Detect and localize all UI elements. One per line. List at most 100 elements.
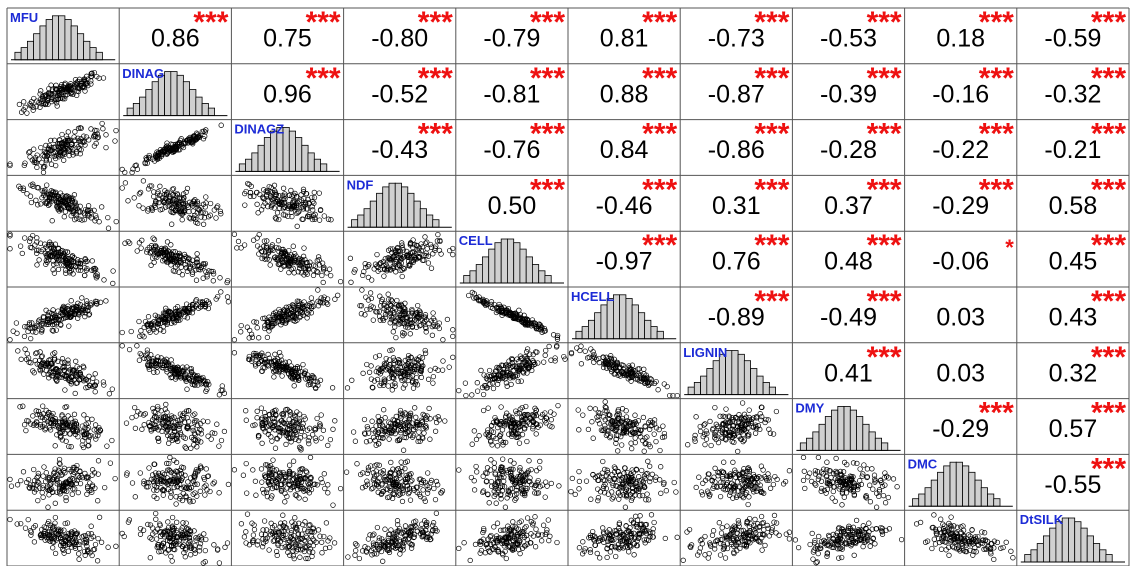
scatter-point	[63, 494, 69, 501]
scatter-point	[77, 260, 84, 267]
scatter-point	[428, 265, 435, 271]
scatter-point	[273, 244, 280, 251]
scatter-point	[707, 418, 713, 425]
significance-stars: ***	[1091, 173, 1126, 206]
scatter-point	[31, 466, 37, 473]
scatter-point	[75, 209, 82, 215]
scatter-point	[24, 110, 30, 116]
scatter-point	[303, 191, 310, 197]
scatter-point	[75, 80, 81, 87]
scatter-point	[224, 294, 231, 300]
scatter-point	[92, 218, 98, 224]
cell-hcell-ndf	[357, 287, 456, 343]
scatter-point	[422, 234, 428, 240]
scatter-point	[151, 193, 157, 200]
scatter-point	[272, 445, 279, 451]
scatter-point	[29, 245, 35, 251]
cell-hcell-cell	[466, 289, 561, 342]
scatter-point	[80, 438, 86, 444]
scatter-point	[350, 429, 357, 435]
scatter-point	[413, 414, 419, 420]
scatter-point	[238, 245, 244, 251]
scatter-point	[170, 185, 177, 192]
scatter-point	[54, 203, 61, 210]
scatter-point	[217, 275, 223, 281]
scatter-point	[295, 209, 301, 216]
scatter-point	[32, 157, 38, 163]
scatter-point	[42, 101, 49, 107]
scatter-point	[67, 137, 73, 143]
scatter-point	[715, 439, 722, 446]
scatter-point	[84, 491, 90, 497]
significance-stars: ***	[193, 6, 228, 39]
scatter-point	[288, 209, 295, 215]
histogram-bar	[513, 242, 521, 284]
scatter-point	[446, 364, 452, 370]
histogram-bar	[600, 304, 608, 340]
scatter-point	[65, 264, 72, 270]
significance-stars: ***	[530, 62, 565, 95]
scatter-point	[49, 218, 55, 224]
variable-label: MFU	[10, 10, 38, 25]
scatter-point	[74, 215, 80, 221]
histogram-bar	[301, 144, 309, 172]
scatter-point	[410, 244, 416, 251]
scatter-point	[541, 359, 547, 365]
scatter-point	[164, 140, 170, 146]
scatter-point	[78, 125, 84, 131]
histogram-bar	[14, 51, 22, 61]
scatter-point	[18, 356, 24, 362]
scatter-point	[380, 258, 387, 265]
scatter-point	[83, 267, 90, 273]
scatter-point	[72, 263, 78, 269]
scatter-point	[91, 268, 97, 274]
scatter-point	[149, 206, 155, 212]
scatter-point	[183, 265, 189, 271]
scatter-point	[205, 433, 211, 439]
scatter-point	[524, 438, 530, 445]
scatter-point	[59, 198, 65, 204]
correlation-value: 0.84	[600, 136, 649, 164]
scatter-point	[61, 157, 67, 163]
histogram-bar	[407, 192, 415, 228]
histogram-bar	[868, 431, 876, 451]
histogram-bar	[95, 51, 103, 61]
scatter-point	[278, 266, 284, 272]
scatter-point	[272, 254, 278, 260]
scatter-point	[188, 445, 194, 451]
scatter-point	[41, 93, 47, 99]
scatter-point	[96, 75, 102, 81]
scatter-point	[102, 484, 108, 491]
scatter-point	[320, 279, 326, 286]
scatter-point	[153, 154, 160, 161]
scatter-point	[125, 198, 131, 204]
cell-hcell-dmc: 0.03	[936, 304, 985, 332]
scatter-point	[480, 391, 487, 398]
scatter-point	[314, 415, 320, 422]
scatter-point	[89, 416, 95, 422]
scatter-point	[433, 419, 440, 426]
cell-lignin-ndf	[344, 347, 456, 393]
scatter-point	[766, 426, 772, 432]
correlation-value: -0.73	[708, 25, 765, 53]
scatter-point	[151, 189, 157, 195]
scatter-point	[156, 196, 162, 202]
histogram-bar	[581, 326, 589, 340]
scatter-point	[22, 104, 28, 110]
cell-cell-dmy: 0.48***	[824, 229, 902, 276]
histogram-bar	[263, 137, 271, 172]
scatter-point	[43, 244, 49, 250]
scatter-point	[145, 208, 151, 214]
scatter-point	[515, 378, 521, 385]
histogram-bar	[176, 74, 184, 117]
scatter-point	[394, 256, 400, 263]
histogram-bar	[843, 405, 851, 451]
scatter-point	[19, 250, 25, 257]
scatter-point	[7, 476, 13, 483]
scatter-point	[27, 149, 33, 155]
scatter-point	[309, 216, 316, 223]
cell-dmy-dmy: DMY	[795, 401, 901, 451]
scatter-point	[32, 357, 38, 364]
scatter-point	[248, 183, 254, 189]
scatter-point	[381, 407, 387, 413]
